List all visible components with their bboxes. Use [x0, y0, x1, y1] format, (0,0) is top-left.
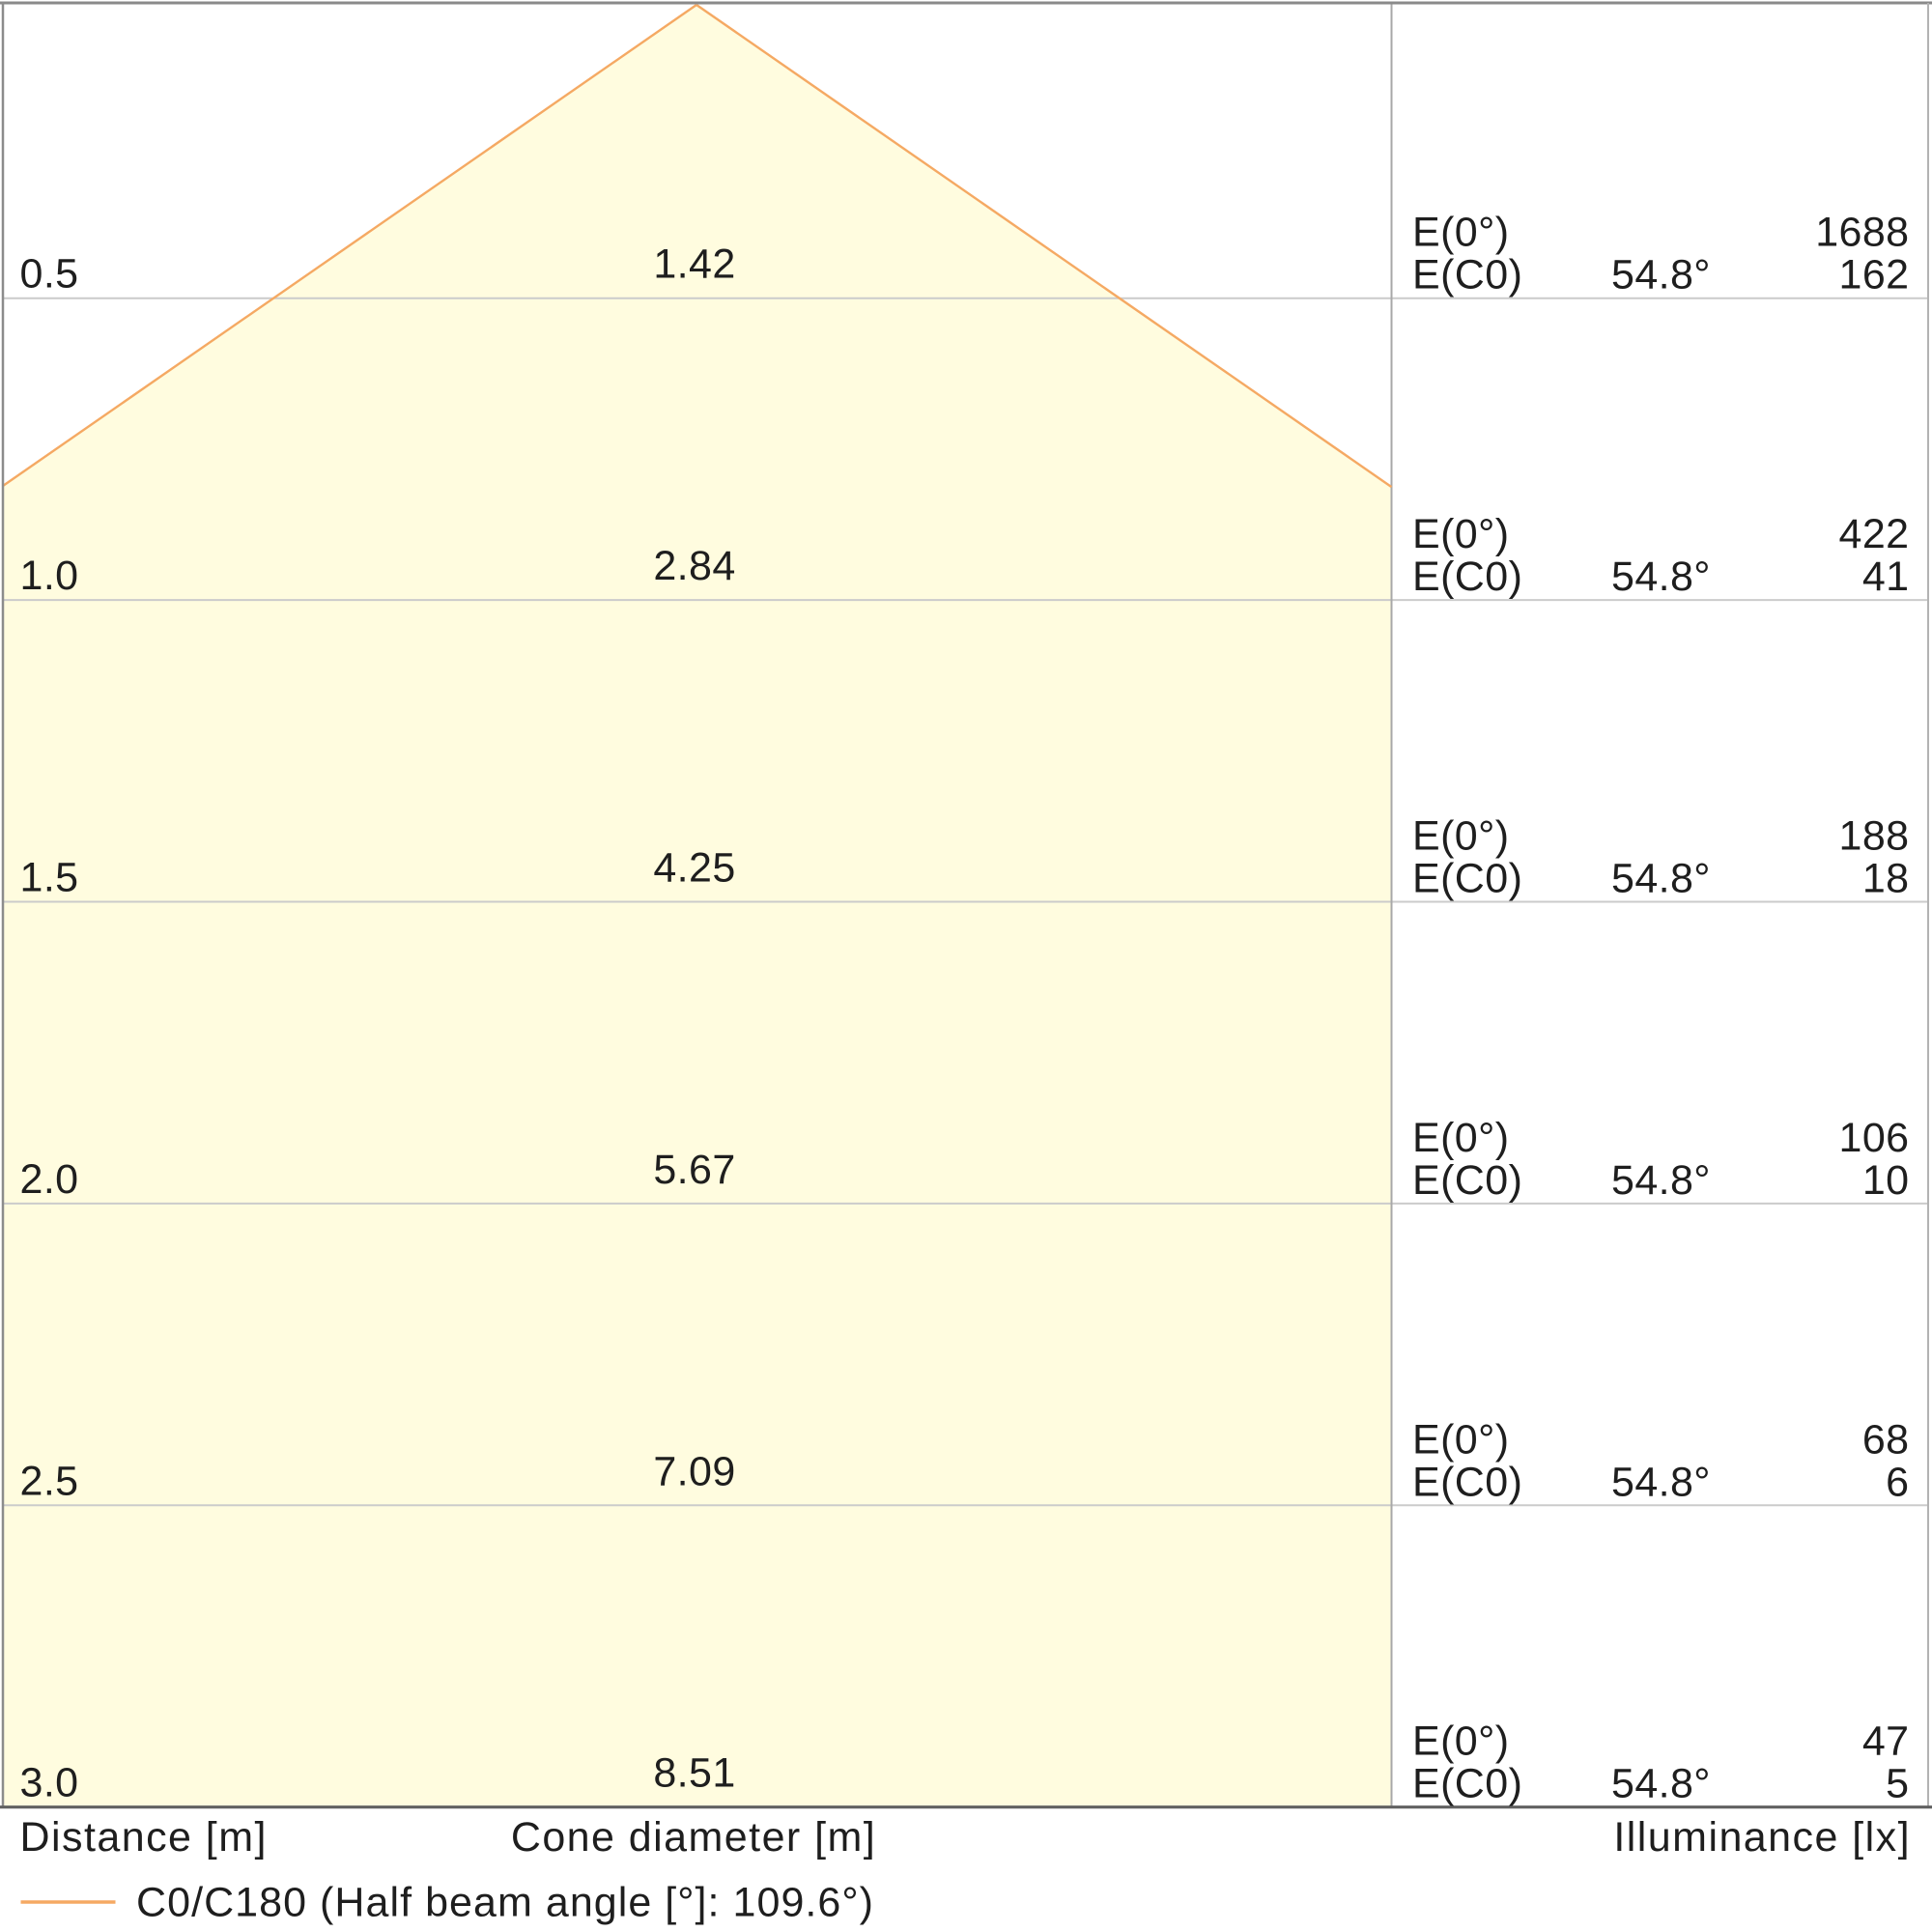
svg-text:106: 106: [1839, 1115, 1910, 1161]
svg-text:162: 162: [1839, 252, 1910, 298]
svg-text:E(0°): E(0°): [1412, 1416, 1509, 1463]
svg-text:E(C0): E(C0): [1412, 1761, 1522, 1807]
svg-text:E(C0): E(C0): [1412, 1459, 1522, 1505]
svg-text:C0/C180 (Half beam angle [°]:: C0/C180 (Half beam angle [°]: 109.6°): [136, 1880, 874, 1926]
svg-text:54.8°: 54.8°: [1611, 554, 1711, 600]
svg-text:188: 188: [1839, 813, 1910, 860]
svg-text:54.8°: 54.8°: [1611, 1157, 1711, 1204]
svg-text:7.09: 7.09: [653, 1448, 735, 1494]
svg-text:1.0: 1.0: [20, 553, 79, 599]
svg-text:4.25: 4.25: [653, 845, 735, 892]
svg-text:E(0°): E(0°): [1412, 1115, 1509, 1161]
svg-text:0.5: 0.5: [20, 251, 79, 298]
svg-text:1.42: 1.42: [653, 242, 735, 288]
svg-text:Cone diameter [m]: Cone diameter [m]: [511, 1814, 876, 1861]
svg-text:3.0: 3.0: [20, 1760, 79, 1806]
svg-text:10: 10: [1862, 1157, 1910, 1204]
svg-text:1.5: 1.5: [20, 855, 79, 901]
svg-text:41: 41: [1862, 554, 1910, 600]
svg-text:E(0°): E(0°): [1412, 813, 1509, 860]
svg-text:54.8°: 54.8°: [1611, 1761, 1711, 1807]
svg-text:E(C0): E(C0): [1412, 252, 1522, 298]
svg-text:47: 47: [1862, 1719, 1910, 1765]
svg-text:422: 422: [1839, 511, 1910, 557]
svg-text:8.51: 8.51: [653, 1750, 735, 1797]
svg-text:2.0: 2.0: [20, 1156, 79, 1203]
svg-text:2.5: 2.5: [20, 1458, 79, 1504]
svg-text:Distance [m]: Distance [m]: [20, 1814, 268, 1861]
svg-text:1688: 1688: [1815, 210, 1909, 256]
svg-text:54.8°: 54.8°: [1611, 252, 1711, 298]
svg-text:E(0°): E(0°): [1412, 511, 1509, 557]
svg-text:E(0°): E(0°): [1412, 1719, 1509, 1765]
svg-text:E(0°): E(0°): [1412, 210, 1509, 256]
svg-text:E(C0): E(C0): [1412, 1157, 1522, 1204]
svg-text:18: 18: [1862, 856, 1910, 902]
svg-text:54.8°: 54.8°: [1611, 856, 1711, 902]
svg-text:Illuminance [lx]: Illuminance [lx]: [1613, 1814, 1911, 1861]
svg-text:2.84: 2.84: [653, 543, 735, 589]
svg-text:54.8°: 54.8°: [1611, 1459, 1711, 1505]
svg-text:68: 68: [1862, 1416, 1910, 1463]
svg-text:E(C0): E(C0): [1412, 856, 1522, 902]
svg-text:5: 5: [1886, 1761, 1909, 1807]
svg-text:E(C0): E(C0): [1412, 554, 1522, 600]
svg-text:5.67: 5.67: [653, 1147, 735, 1193]
svg-text:6: 6: [1886, 1459, 1909, 1505]
